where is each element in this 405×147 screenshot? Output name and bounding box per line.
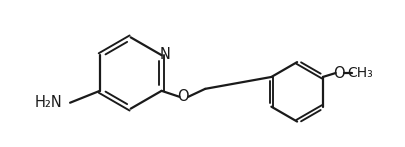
Text: O: O: [177, 89, 189, 104]
Text: O: O: [332, 66, 344, 81]
Text: H₂N: H₂N: [34, 95, 62, 110]
Text: CH₃: CH₃: [347, 66, 373, 80]
Text: N: N: [160, 47, 171, 62]
